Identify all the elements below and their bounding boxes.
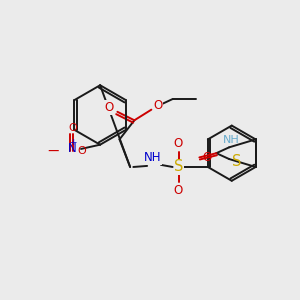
Text: O: O bbox=[68, 123, 77, 133]
Text: S: S bbox=[232, 154, 241, 169]
Text: NH: NH bbox=[223, 135, 240, 145]
Text: O: O bbox=[104, 101, 113, 114]
Text: O: O bbox=[202, 151, 212, 164]
Text: N: N bbox=[68, 142, 77, 155]
Text: −: − bbox=[47, 144, 60, 159]
Text: O: O bbox=[173, 184, 182, 197]
Text: O: O bbox=[153, 99, 162, 112]
Text: +: + bbox=[69, 138, 76, 147]
Text: O: O bbox=[78, 146, 86, 156]
Text: O: O bbox=[173, 137, 182, 150]
Text: NH: NH bbox=[144, 151, 161, 164]
Text: S: S bbox=[174, 160, 184, 175]
